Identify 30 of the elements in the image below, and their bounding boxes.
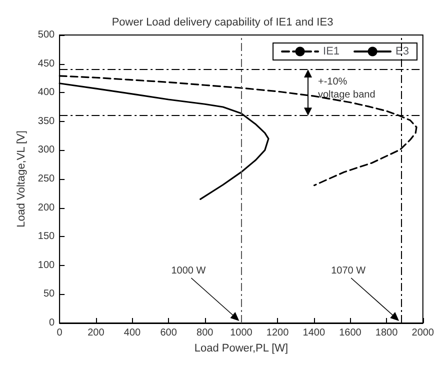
annotation: 1000 W xyxy=(171,266,206,276)
x-tick-label: 400 xyxy=(124,328,142,338)
legend-label: E3 xyxy=(396,46,410,58)
y-tick-label: 500 xyxy=(38,30,56,40)
x-tick-label: 1400 xyxy=(302,328,326,338)
y-axis-title: Load Voltage,VL [V] xyxy=(16,130,28,228)
x-tick-label: 800 xyxy=(196,328,214,338)
x-tick-label: 1200 xyxy=(266,328,290,338)
y-tick-label: 400 xyxy=(38,87,56,98)
x-tick-label: 1800 xyxy=(375,328,398,338)
legend-label: IE1 xyxy=(323,46,340,58)
x-tick-label: 200 xyxy=(88,328,105,338)
x-axis-title: Load Power,PL [W] xyxy=(194,342,288,354)
chart-title: Power Load delivery capability of IE1 and IE3 xyxy=(112,16,334,28)
y-tick-label: 0 xyxy=(49,318,56,328)
annotation: +-10% voltage band xyxy=(318,76,376,101)
annotation: 1070 W xyxy=(331,266,366,276)
y-tick-label: 300 xyxy=(38,144,56,156)
x-tick-label: 1000 xyxy=(230,328,253,338)
x-tick-label: 0 xyxy=(56,328,63,338)
y-tick-label: 50 xyxy=(43,288,56,300)
y-tick-label: 200 xyxy=(38,202,56,214)
y-tick-label: 350 xyxy=(38,116,56,127)
x-tick-label: 600 xyxy=(160,328,178,338)
y-tick-label: 250 xyxy=(38,174,56,184)
y-tick-label: 150 xyxy=(38,231,56,242)
x-tick-label: 1600 xyxy=(339,328,362,338)
y-tick-label: 100 xyxy=(38,260,56,271)
y-tick-label: 450 xyxy=(38,58,56,70)
x-tick-label: 2000 xyxy=(412,328,434,338)
